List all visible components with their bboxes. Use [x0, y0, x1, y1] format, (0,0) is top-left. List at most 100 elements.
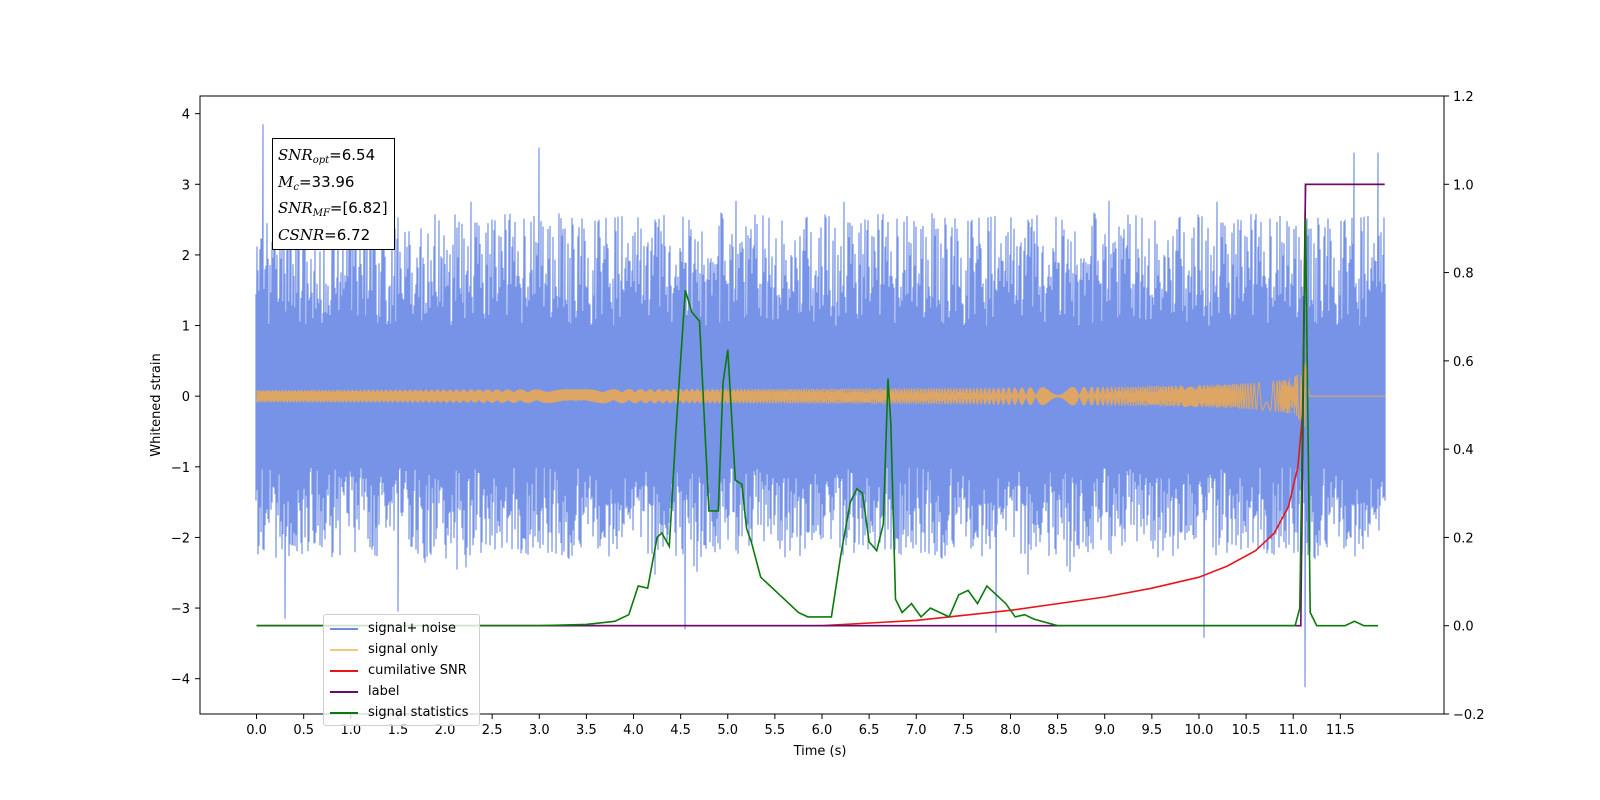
x-tick: 10.0 [1184, 714, 1213, 738]
y2-tick: 0.0 [1444, 620, 1474, 635]
legend-label: label [368, 684, 400, 699]
legend-label: signal only [368, 642, 439, 657]
annotation-subscript: opt [312, 155, 330, 166]
y2-tick-label: 0.4 [1453, 443, 1474, 458]
legend-swatch [330, 648, 358, 651]
y2-tick: 0.2 [1444, 531, 1474, 546]
y-tick-label: −2 [171, 531, 190, 546]
y2-tick: 0.4 [1444, 443, 1474, 458]
y-tick: −1 [171, 461, 200, 476]
annotation-value: =[6.82] [329, 199, 388, 217]
x-tick-label: 4.5 [670, 723, 691, 738]
legend-label: signal+ noise [368, 621, 457, 636]
y-tick-label: 3 [182, 178, 190, 193]
legend-label: signal statistics [368, 705, 469, 720]
annotation-value: =6.54 [329, 146, 376, 164]
x-tick: 0.5 [293, 714, 314, 738]
y2-tick-label: 0.0 [1453, 620, 1474, 635]
x-tick: 8.5 [1047, 714, 1068, 738]
x-axis-label: Time (s) [793, 744, 847, 759]
y-tick: −2 [171, 531, 200, 546]
annotation-subscript: c [293, 181, 299, 193]
x-tick-label: 6.0 [812, 723, 833, 738]
y-axis-label: Whitened strain [149, 353, 164, 456]
legend-swatch [330, 627, 358, 630]
x-tick: 4.5 [670, 714, 691, 738]
y-tick: 0 [182, 390, 200, 405]
y2-tick-label: −0.2 [1453, 708, 1485, 723]
annotation-row: SNRopt=6.54 [278, 145, 388, 172]
legend-item: signal statistics [324, 702, 479, 723]
legend-item: label [324, 681, 479, 702]
legend: signal+ noise signal only cumilative SNR la… [323, 614, 480, 726]
y-tick: −3 [171, 602, 200, 617]
signal-only-series [256, 362, 1385, 427]
y2-tick-label: 0.2 [1453, 531, 1474, 546]
annotation-value: =6.72 [324, 225, 371, 244]
y-tick-label: 1 [182, 320, 190, 335]
x-tick-label: 8.0 [1000, 723, 1021, 738]
x-tick: 11.5 [1326, 714, 1355, 738]
y2-tick-label: 0.8 [1453, 267, 1474, 282]
x-axis: 0.0 0.5 1.0 1.5 2.0 2.5 3.0 3.5 4.0 4.5 5.0 5.5 6.0 6… [246, 714, 1355, 738]
annotation-symbol: SNR [278, 199, 313, 217]
x-tick-label: 3.5 [576, 723, 597, 738]
x-tick: 6.5 [859, 714, 880, 738]
x-tick: 11.0 [1279, 714, 1308, 738]
annotation-value: =33.96 [298, 172, 355, 191]
y-tick: 4 [182, 108, 200, 123]
legend-swatch [330, 690, 358, 693]
x-tick-label: 4.0 [623, 723, 644, 738]
annotation-row: SNRMF=[6.82] [278, 198, 388, 225]
x-tick-label: 1.5 [388, 723, 409, 738]
x-tick-label: 1.0 [340, 723, 361, 738]
annotation-symbol: CSNR [278, 225, 325, 244]
annotation-symbol: SNR [278, 146, 313, 164]
x-tick-label: 2.0 [435, 723, 456, 738]
x-tick-label: 5.0 [717, 723, 738, 738]
metrics-annotation: SNRopt=6.54 Mc=33.96 SNRMF=[6.82] CSNR=6.72 [272, 138, 395, 250]
x-tick-label: 11.5 [1326, 723, 1355, 738]
x-tick-label: 7.0 [906, 723, 927, 738]
x-tick-label: 6.5 [859, 723, 880, 738]
y2-tick: 0.6 [1444, 355, 1474, 370]
legend-swatch [330, 711, 358, 714]
y-tick: 1 [182, 320, 200, 335]
signal-only-line [256, 362, 1385, 427]
x-tick: 8.0 [1000, 714, 1021, 738]
x-tick: 9.0 [1094, 714, 1115, 738]
x-tick-label: 5.5 [765, 723, 786, 738]
y-tick-label: −1 [171, 461, 190, 476]
x-tick-label: 10.5 [1232, 723, 1261, 738]
series-line-signal-statistics [256, 219, 1378, 627]
x-tick-label: 10.0 [1184, 723, 1213, 738]
y-tick: 3 [182, 178, 200, 193]
y-axis-left: 4 3 2 1 0 −1 −2 −3 −4 [171, 108, 200, 688]
y-axis-right: 1.2 1.0 0.8 0.6 0.4 0.2 0.0 −0.2 [1444, 90, 1485, 723]
legend-item: signal+ noise [324, 618, 479, 639]
y-tick-label: 2 [182, 249, 190, 264]
y-tick: −4 [171, 673, 200, 688]
x-tick-label: 9.0 [1094, 723, 1115, 738]
x-tick: 3.0 [529, 714, 550, 738]
legend-label: cumilative SNR [368, 663, 467, 678]
x-tick-label: 11.0 [1279, 723, 1308, 738]
x-tick: 9.5 [1142, 714, 1162, 738]
y2-tick-label: 1.0 [1453, 178, 1474, 193]
annotation-symbol: M [278, 172, 294, 191]
y2-tick: 1.2 [1444, 90, 1474, 105]
y-tick-label: −3 [171, 602, 190, 617]
y-tick-label: −4 [171, 673, 190, 688]
y2-tick: 1.0 [1444, 178, 1474, 193]
y-tick-label: 0 [182, 390, 190, 405]
annotation-subscript: MF [312, 208, 330, 219]
y2-tick-label: 1.2 [1453, 90, 1474, 105]
y2-tick-label: 0.6 [1453, 355, 1474, 370]
annotation-row: Mc=33.96 [278, 172, 388, 199]
x-tick: 0.0 [246, 714, 267, 738]
y-tick-label: 4 [182, 108, 190, 123]
x-tick: 2.5 [482, 714, 502, 738]
y2-tick: 0.8 [1444, 267, 1474, 282]
x-tick: 5.0 [717, 714, 738, 738]
